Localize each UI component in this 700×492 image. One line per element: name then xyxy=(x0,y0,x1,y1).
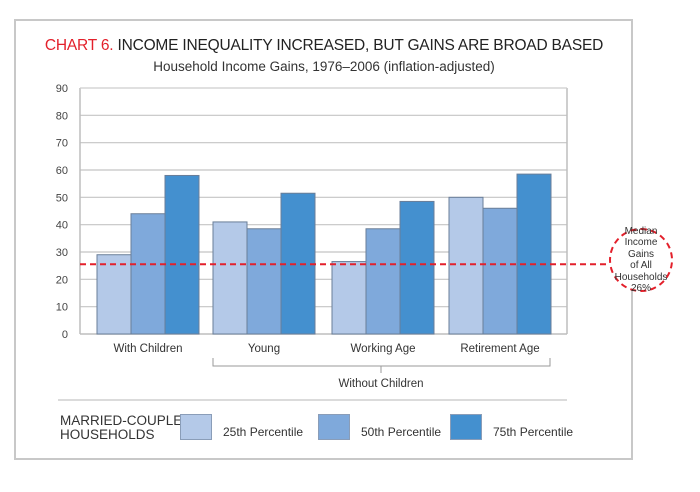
x-tick-label: Retirement Age xyxy=(460,343,539,355)
bar xyxy=(96,254,132,335)
bar xyxy=(365,228,401,335)
legend-swatch-75th xyxy=(450,414,482,440)
legend-label: 75th Percentile xyxy=(493,425,574,439)
callout-line: of All xyxy=(630,260,652,271)
median-callout: Median Income Gains of All Households 26… xyxy=(609,225,673,294)
chart-subtitle: Household Income Gains, 1976–2006 (infla… xyxy=(153,59,495,74)
bar xyxy=(280,192,316,335)
bar xyxy=(448,196,484,335)
bar xyxy=(130,213,166,335)
legend-label: 25th Percentile xyxy=(223,425,304,439)
chart-title: CHART 6. INCOME INEQUALITY INCREASED, BU… xyxy=(0,37,648,55)
y-tick-label: 70 xyxy=(56,138,68,150)
chart-number: CHART 6. xyxy=(44,37,114,54)
y-tick-label: 10 xyxy=(56,302,68,314)
y-tick-label: 0 xyxy=(62,329,68,341)
bar xyxy=(399,200,435,335)
y-tick-label: 50 xyxy=(56,192,68,204)
bar xyxy=(482,207,518,335)
legend-title: MARRIED-COUPLE HOUSEHOLDS xyxy=(60,414,182,442)
legend-swatch-50th xyxy=(318,414,350,440)
callout-line: 26% xyxy=(630,283,651,294)
callout-line: Households xyxy=(614,271,668,283)
legend-title-line: HOUSEHOLDS xyxy=(60,427,155,442)
callout-line: Income Gains xyxy=(624,237,658,260)
y-tick-label: 20 xyxy=(56,274,68,286)
group-label: Without Children xyxy=(338,378,423,390)
callout-line: Median xyxy=(624,225,658,237)
x-tick-label: With Children xyxy=(113,343,182,355)
bar xyxy=(212,221,248,335)
legend-label: 50th Percentile xyxy=(361,425,442,439)
bar xyxy=(331,261,367,335)
bar xyxy=(516,173,552,335)
legend-swatch-25th xyxy=(180,414,212,440)
y-tick-label: 40 xyxy=(56,220,68,232)
x-tick-label: Young xyxy=(248,343,280,355)
y-tick-label: 80 xyxy=(56,110,68,122)
y-tick-label: 90 xyxy=(56,83,68,95)
y-tick-label: 30 xyxy=(56,247,68,259)
bar xyxy=(164,174,200,335)
x-tick-label: Working Age xyxy=(351,343,416,355)
legend-title-line: MARRIED-COUPLE xyxy=(60,413,183,428)
bar xyxy=(246,228,282,335)
without-children-bracket xyxy=(212,358,551,367)
chart-title-text: INCOME INEQUALITY INCREASED, BUT GAINS A… xyxy=(117,37,604,54)
y-tick-label: 60 xyxy=(56,165,68,177)
